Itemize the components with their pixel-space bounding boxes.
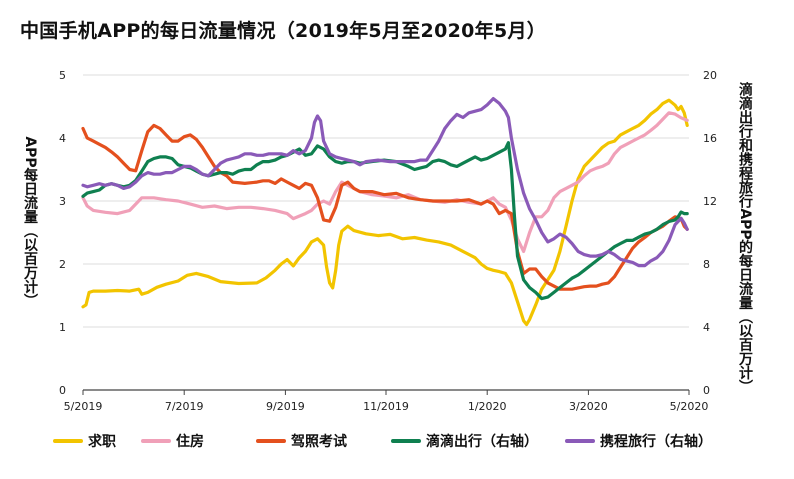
right-y-tick-label: 4 xyxy=(703,321,710,334)
x-tick-label: 1/2020 xyxy=(468,400,507,413)
legend-label: 求职 xyxy=(88,433,116,450)
legend-item: 驾照考试 xyxy=(256,433,347,450)
right-y-tick-label: 20 xyxy=(703,69,717,82)
right-axis-title: 滴滴出行和携程旅行APP的每日流量（以百万计） xyxy=(737,82,754,394)
x-tick-label: 7/2019 xyxy=(165,400,204,413)
right-y-tick-label: 12 xyxy=(703,195,717,208)
x-tick-label: 3/2020 xyxy=(569,400,608,413)
legend-label: 住房 xyxy=(176,433,204,450)
legend-item: 求职 xyxy=(53,433,116,450)
series-line-0 xyxy=(81,98,689,327)
left-y-tick-label: 3 xyxy=(59,195,66,208)
legend-label: 驾照考试 xyxy=(290,433,347,450)
gridlines xyxy=(83,74,689,391)
x-tick-label: 5/2020 xyxy=(670,400,709,413)
series-line-2 xyxy=(81,123,689,291)
right-y-tick-label: 16 xyxy=(703,132,717,145)
left-y-tick-label: 4 xyxy=(59,132,66,145)
left-y-tick-label: 2 xyxy=(59,258,66,271)
legend-item: 携程旅行（右轴） xyxy=(565,433,712,450)
series-line-1 xyxy=(81,111,689,253)
legend-item: 滴滴出行（右轴） xyxy=(391,433,538,450)
right-y-tick-label: 0 xyxy=(703,384,710,397)
legend: 求职 住房 驾照考试 滴滴出行（右轴） 携程旅行（右轴） xyxy=(53,433,712,450)
chart-title: 中国手机APP的每日流量情况（2019年5月至2020年5月） xyxy=(20,20,547,42)
left-y-tick-label: 1 xyxy=(59,321,66,334)
x-tick-label: 11/2019 xyxy=(363,400,409,413)
x-tick-label: 5/2019 xyxy=(64,400,103,413)
left-y-tick-label: 5 xyxy=(59,69,66,82)
legend-item: 住房 xyxy=(141,433,204,450)
x-tick-label: 9/2019 xyxy=(266,400,305,413)
left-y-tick-label: 0 xyxy=(59,384,66,397)
legend-label: 携程旅行（右轴） xyxy=(600,433,712,450)
series-line-3 xyxy=(81,141,689,301)
right-y-tick-label: 8 xyxy=(703,258,710,271)
series-lines xyxy=(81,97,689,327)
left-axis-title: APP每日流量（以百万计） xyxy=(22,136,39,307)
legend-label: 滴滴出行（右轴） xyxy=(426,433,538,450)
series-line-4 xyxy=(81,97,689,268)
